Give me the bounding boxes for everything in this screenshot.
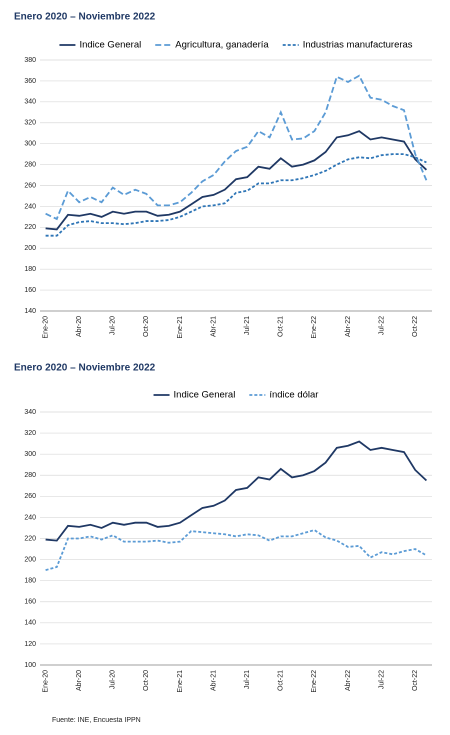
x-tick-label: Abr-20 xyxy=(76,670,83,691)
x-tick-label: Oct-21 xyxy=(278,670,285,691)
y-tick-label: 140 xyxy=(24,308,36,315)
series-line xyxy=(45,440,428,542)
y-tick-label: 240 xyxy=(24,203,36,210)
x-tick-label: Jul-22 xyxy=(378,670,385,689)
legend: Indice General índice dólar xyxy=(153,390,318,401)
y-tick-label: 320 xyxy=(24,430,36,437)
x-tick-label: Oct-20 xyxy=(143,316,150,337)
chart-title: Enero 2020 – Noviembre 2022 xyxy=(14,363,156,374)
x-tick-label: Abr-22 xyxy=(345,316,352,337)
legend-label: Industrias manufactureras xyxy=(303,40,413,51)
y-tick-label: 140 xyxy=(24,620,36,627)
legend-label: índice dólar xyxy=(269,390,318,401)
x-tick-label: Jul-21 xyxy=(244,316,251,335)
y-tick-label: 100 xyxy=(24,662,36,669)
series-line xyxy=(45,529,427,571)
y-tick-label: 220 xyxy=(24,535,36,542)
y-tick-label: 280 xyxy=(24,472,36,479)
x-tick-label: Abr-20 xyxy=(76,316,83,337)
x-tick-label: Oct-22 xyxy=(412,670,419,691)
y-tick-label: 360 xyxy=(24,78,36,85)
x-tick-label: Ene-21 xyxy=(177,670,184,693)
y-tick-label: 220 xyxy=(24,224,36,231)
series-line xyxy=(45,153,427,237)
y-tick-label: 340 xyxy=(24,409,36,416)
series-line xyxy=(45,74,428,221)
source-note: Fuente: INE, Encuesta IPPN xyxy=(52,717,141,724)
x-tick-label: Abr-22 xyxy=(345,670,352,691)
x-tick-label: Abr-21 xyxy=(210,670,217,691)
legend-label: Agricultura, ganadería xyxy=(175,40,269,51)
x-tick-label: Jul-20 xyxy=(110,670,117,689)
y-tick-label: 160 xyxy=(24,599,36,606)
y-tick-label: 340 xyxy=(24,99,36,106)
y-tick-label: 160 xyxy=(24,287,36,294)
x-tick-label: Oct-20 xyxy=(143,670,150,691)
y-tick-label: 260 xyxy=(24,493,36,500)
legend: Indice General Agricultura, ganadería Indu… xyxy=(59,40,413,51)
x-tick-label: Jul-20 xyxy=(110,316,117,335)
series-line xyxy=(45,130,428,231)
y-tick-label: 300 xyxy=(24,141,36,148)
y-tick-label: 200 xyxy=(24,556,36,563)
y-tick-label: 300 xyxy=(24,451,36,458)
y-tick-label: 320 xyxy=(24,120,36,127)
x-tick-label: Jul-22 xyxy=(378,316,385,335)
y-tick-label: 280 xyxy=(24,161,36,168)
y-tick-label: 180 xyxy=(24,578,36,585)
x-tick-label: Ene-21 xyxy=(177,316,184,339)
y-tick-label: 180 xyxy=(24,266,36,273)
x-tick-label: Abr-21 xyxy=(210,316,217,337)
x-tick-label: Oct-22 xyxy=(412,316,419,337)
x-tick-label: Jul-21 xyxy=(244,670,251,689)
x-tick-label: Ene-22 xyxy=(311,316,318,339)
y-tick-label: 120 xyxy=(24,641,36,648)
y-tick-label: 260 xyxy=(24,182,36,189)
y-tick-label: 380 xyxy=(24,57,36,64)
y-tick-label: 240 xyxy=(24,514,36,521)
legend-label: Indice General xyxy=(79,40,141,51)
x-tick-label: Ene-20 xyxy=(42,316,49,339)
x-tick-label: Oct-21 xyxy=(278,316,285,337)
legend-label: Indice General xyxy=(174,390,236,401)
chart-title: Enero 2020 – Noviembre 2022 xyxy=(14,12,156,23)
x-tick-label: Ene-22 xyxy=(311,670,318,693)
y-tick-label: 200 xyxy=(24,245,36,252)
x-tick-label: Ene-20 xyxy=(42,670,49,693)
